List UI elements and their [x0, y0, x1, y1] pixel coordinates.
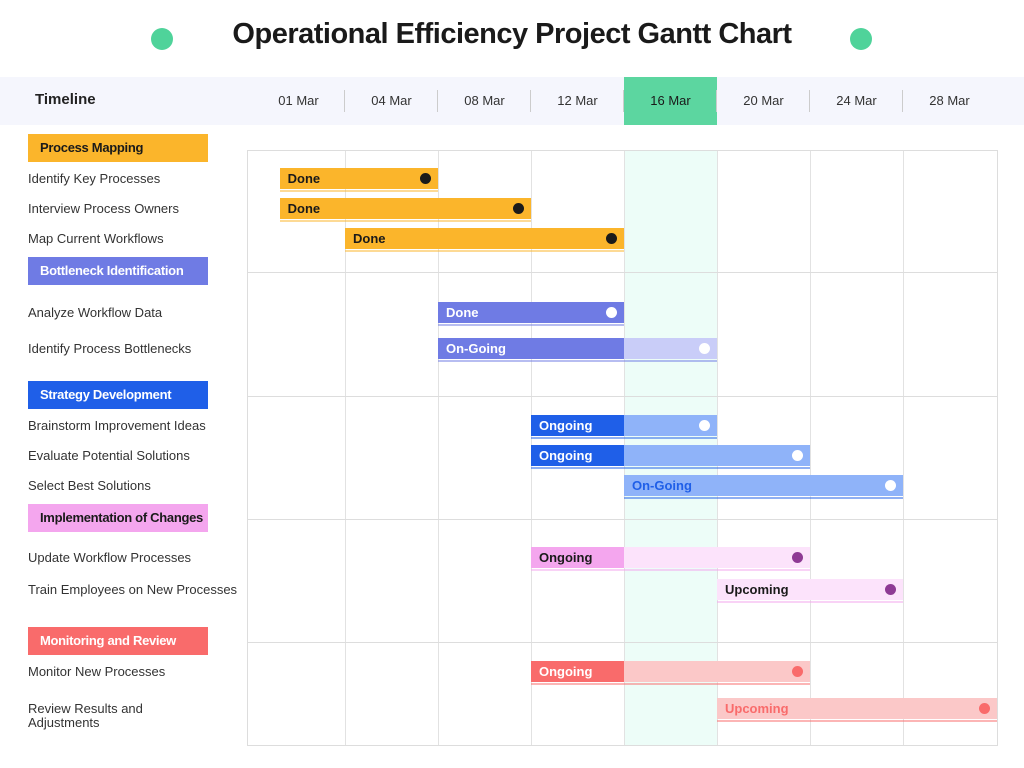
task-label: Interview Process Owners [28, 201, 179, 216]
tick-label: 28 Mar [929, 93, 970, 108]
status-label: On-Going [632, 478, 692, 493]
task-label: Identify Process Bottlenecks [28, 341, 192, 356]
status-label: On-Going [446, 341, 506, 356]
bar-underline [279, 190, 438, 192]
group-label: Process Mapping [28, 134, 208, 162]
bar-underline [438, 360, 717, 362]
group-label: Monitoring and Review [28, 627, 208, 655]
tick-label: 16 Mar [624, 77, 717, 125]
group-label: Strategy Development [28, 381, 208, 409]
end-marker [792, 450, 803, 461]
status-label: Done [353, 231, 386, 246]
group-divider [247, 272, 998, 273]
group-label: Bottleneck Identification [28, 257, 208, 285]
group-divider [247, 519, 998, 520]
bar-progress [531, 415, 624, 436]
task-label: Monitor New Processes [28, 664, 166, 679]
bar-underline [531, 437, 717, 439]
bar-underline [531, 683, 810, 685]
grid-vline [345, 150, 346, 746]
chart-title: Operational Efficiency Project Gantt Cha… [232, 18, 792, 50]
task-label: Map Current Workflows [28, 231, 164, 246]
task-label: Update Workflow Processes [28, 550, 192, 565]
bar-underline [438, 324, 624, 326]
group-divider [247, 396, 998, 397]
status-label: Done [446, 305, 479, 320]
end-marker [885, 584, 896, 595]
decor-dot-left [151, 28, 173, 50]
bar-underline [279, 220, 531, 222]
task-bar[interactable]: Ongoing [531, 445, 810, 469]
task-bar[interactable]: Ongoing [531, 415, 717, 439]
end-marker [699, 420, 710, 431]
task-label: Select Best Solutions [28, 478, 151, 493]
grid-vline [438, 150, 439, 746]
task-label: Review Results and Adjustments [28, 701, 143, 730]
decor-dot-right [850, 28, 872, 50]
task-label: Analyze Workflow Data [28, 305, 163, 320]
status-label: Ongoing [539, 448, 593, 463]
end-marker [699, 343, 710, 354]
tick-label: 12 Mar [531, 77, 624, 125]
grid-frame [247, 150, 998, 746]
end-marker [885, 480, 896, 491]
bar-progress [531, 661, 624, 682]
task-label: Identify Key Processes [28, 171, 161, 186]
end-marker [792, 552, 803, 563]
bar-underline [531, 467, 810, 469]
group-label: Implementation of Changes [28, 504, 208, 532]
bar-progress [438, 338, 624, 359]
status-label: Upcoming [725, 582, 789, 597]
end-marker [606, 233, 617, 244]
tick-label: 08 Mar [438, 77, 531, 125]
grid-vline [903, 150, 904, 746]
end-marker [512, 203, 524, 214]
task-bar[interactable]: Done [279, 198, 531, 222]
bar-progress [279, 198, 531, 219]
bar-underline [624, 497, 903, 499]
tick-label: 04 Mar [345, 77, 438, 125]
end-marker [606, 307, 617, 318]
status-label: Ongoing [539, 418, 593, 433]
end-marker [792, 666, 803, 677]
status-label: Done [287, 201, 321, 216]
bar-underline [717, 720, 997, 722]
tick-label: 01 Mar [252, 77, 345, 125]
grid-vline [810, 150, 811, 746]
task-label: Train Employees on New Processes [28, 582, 238, 597]
bar-underline [531, 569, 810, 571]
bar-progress [531, 445, 624, 466]
bar-progress [345, 228, 624, 249]
end-marker [979, 703, 990, 714]
task-label: Brainstorm Improvement Ideas [28, 418, 206, 433]
task-bar[interactable]: Ongoing [531, 661, 810, 685]
status-label: Ongoing [539, 664, 593, 679]
task-bar[interactable]: Done [438, 302, 624, 326]
bar-underline [717, 601, 903, 603]
bar-progress [279, 168, 438, 189]
bar-underline [345, 250, 624, 252]
tick-label: 24 Mar [810, 77, 903, 125]
timeline-header: Timeline 01 Mar 04 Mar 08 Mar 12 Mar 16 Mar 2… [0, 77, 1024, 125]
group-divider [247, 642, 998, 643]
status-label: Done [287, 171, 321, 186]
status-label: Upcoming [725, 701, 789, 716]
task-bar[interactable]: Done [279, 168, 438, 192]
bar-progress [531, 547, 624, 568]
task-bar[interactable]: Upcoming [717, 698, 997, 722]
tick-label: 20 Mar [717, 77, 810, 125]
end-marker [419, 173, 431, 184]
task-bar[interactable]: On-Going [624, 475, 903, 499]
task-bar[interactable]: Done [345, 228, 624, 252]
task-label: Evaluate Potential Solutions [28, 448, 190, 463]
task-bar[interactable]: Upcoming [717, 579, 903, 603]
bar-progress [438, 302, 624, 323]
status-label: Ongoing [539, 550, 593, 565]
timeline-label: Timeline [35, 91, 96, 108]
task-bar[interactable]: Ongoing [531, 547, 810, 571]
task-bar[interactable]: On-Going [438, 338, 717, 362]
